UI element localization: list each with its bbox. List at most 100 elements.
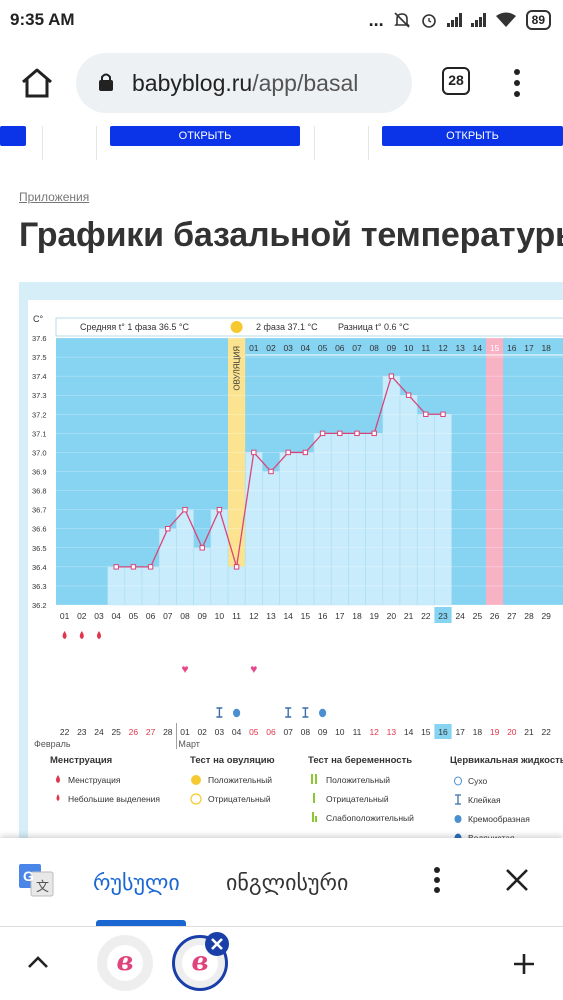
chevron-up-icon[interactable] (27, 955, 49, 969)
date-label: 08 (301, 727, 311, 737)
y-tick-label: 36.5 (32, 544, 47, 553)
date-label: 05 (249, 727, 259, 737)
date-label: 17 (455, 727, 465, 737)
y-tick-label: 36.2 (32, 601, 47, 610)
top-day-label: 13 (455, 343, 465, 353)
y-tick-label: 36.6 (32, 525, 47, 534)
cycle-day-label: 05 (129, 611, 139, 621)
breadcrumb[interactable]: Приложения (19, 190, 90, 204)
pregnancy-positive-icon (311, 774, 317, 784)
ovulation-sun-icon (230, 321, 243, 333)
date-label: 03 (215, 727, 225, 737)
temperature-point (388, 373, 395, 379)
temperature-point (405, 392, 412, 398)
open-button-partial[interactable] (0, 126, 26, 146)
current-day-highlight (434, 607, 452, 623)
language-tab-english[interactable]: ინგლისური (226, 870, 349, 895)
close-icon[interactable] (505, 868, 529, 892)
y-tick-label: 37.1 (32, 429, 47, 438)
svg-text:文: 文 (36, 880, 49, 895)
new-tab-icon[interactable] (513, 953, 535, 975)
y-tick-label: 36.4 (32, 563, 47, 572)
legend-item-label: Положительный (208, 775, 272, 785)
date-label: 27 (146, 727, 156, 737)
cycle-day-label: 26 (490, 611, 500, 621)
cycle-day-label: 18 (352, 611, 362, 621)
divider (368, 126, 369, 160)
legend-item-label: Положительный (326, 775, 390, 785)
ovulation-label: ОВУЛЯЦИЯ (233, 346, 242, 391)
ovulation-positive-icon (191, 775, 201, 785)
translate-menu-icon[interactable] (432, 866, 442, 894)
legend-item-label: Слабоположительный (326, 813, 414, 823)
url-bar[interactable]: babyblog.ru/app/basal (76, 53, 412, 113)
y-tick-label: 37.4 (32, 372, 47, 381)
temperature-point (319, 430, 326, 437)
date-label: 12 (369, 727, 379, 737)
cycle-day-label: 02 (77, 611, 87, 621)
date-label: 23 (77, 727, 87, 737)
pregnancy-weak-icon (312, 812, 317, 822)
dry-fluid-icon (454, 776, 462, 786)
temperature-bar (348, 433, 366, 606)
legend-title: Менструация (50, 755, 112, 766)
tab-switcher-button[interactable]: 28 (442, 67, 470, 95)
date-label: 16 (438, 727, 448, 737)
cycle-day-label: 23 (438, 611, 448, 621)
ovulation-negative-icon (190, 793, 202, 805)
date-label: 15 (421, 727, 431, 737)
date-label: 01 (180, 727, 190, 737)
menstruation-drop-icon (62, 631, 67, 639)
chart-header (55, 317, 563, 337)
chart-container: C° Средняя t° 1 фаза 36.5 °C 2 фаза 37.1 °… (28, 300, 563, 840)
close-tab-icon[interactable] (204, 931, 230, 957)
home-icon[interactable] (20, 67, 54, 99)
top-day-label: 04 (301, 343, 311, 353)
spotting-drop-icon (56, 794, 60, 801)
open-button[interactable]: ОТКРЫТЬ (110, 126, 300, 146)
temperature-diff-label: Разница t° 0.6 °C (338, 322, 410, 332)
temperature-bar (399, 394, 418, 606)
cycle-day-label: 01 (60, 611, 70, 621)
status-bar: 9:35 AM ... 89 (0, 0, 563, 40)
tab-thumbnail[interactable]: в (97, 935, 153, 991)
language-tab-russian[interactable]: რუსული (93, 870, 180, 895)
y-tick-label: 37.3 (32, 391, 47, 400)
sticky-fluid-icon (302, 707, 309, 718)
signal-icon (446, 13, 462, 27)
top-day-label: 09 (387, 343, 397, 353)
date-label: 28 (163, 727, 173, 737)
status-time: 9:35 AM (10, 10, 75, 29)
url-text: babyblog.ru/app/basal (132, 70, 402, 97)
menu-dots-icon[interactable] (512, 68, 522, 98)
cycle-day-label: 11 (232, 611, 241, 621)
open-button[interactable]: ОТКРЫТЬ (382, 126, 563, 146)
date-label: 13 (387, 727, 397, 737)
cycle-day-label: 21 (404, 611, 414, 621)
sticky-fluid-icon (216, 707, 223, 718)
cycle-day-label: 17 (335, 611, 345, 621)
temperature-point (182, 506, 188, 513)
temperature-point (251, 449, 257, 456)
cycle-day-label: 15 (301, 611, 311, 621)
legend-item-label: Отрицательный (326, 794, 389, 804)
battery-icon: 89 (525, 10, 551, 30)
legend-item-label: Небольшие выделения (68, 794, 160, 804)
legend-item-label: Менструация (68, 775, 121, 785)
y-tick-label: 37.5 (32, 353, 47, 362)
date-label: 25 (111, 727, 121, 737)
google-translate-icon[interactable]: G文 (19, 864, 55, 898)
top-day-label: 16 (507, 343, 517, 353)
top-day-label: 14 (473, 343, 483, 353)
cycle-day-label: 13 (266, 611, 276, 621)
top-day-label: 07 (352, 343, 362, 353)
top-day-label: 01 (249, 343, 259, 353)
url-host: babyblog.ru (132, 70, 253, 96)
alarm-icon (421, 14, 436, 28)
current-date-highlight (434, 724, 452, 739)
cycle-day-label: 20 (387, 611, 397, 621)
cycle-day-label: 08 (180, 611, 190, 621)
date-label: 22 (541, 727, 551, 737)
legend-item-label: Водянистая (468, 833, 515, 840)
cycle-day-label: 28 (524, 611, 534, 621)
